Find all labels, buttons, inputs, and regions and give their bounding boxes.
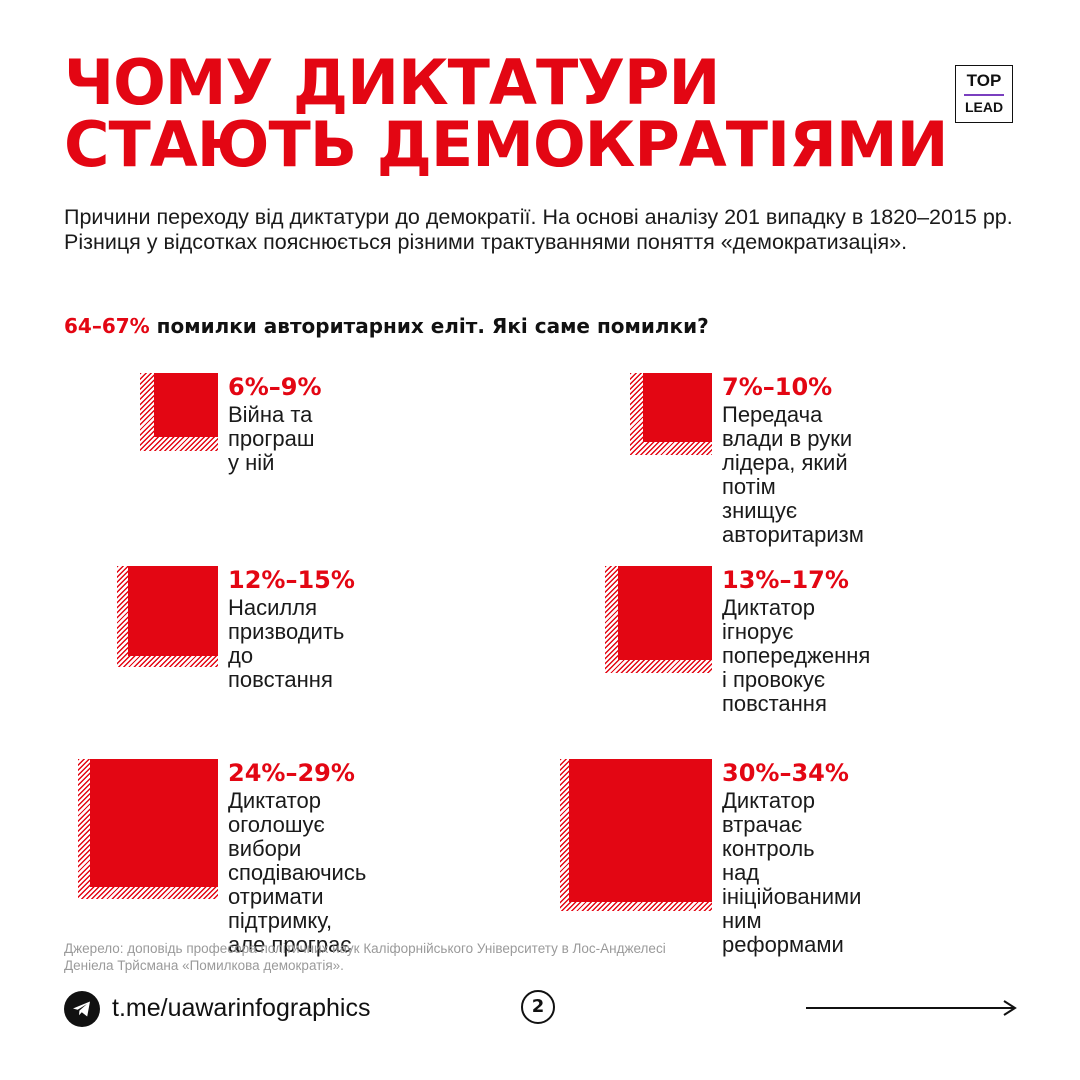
range-label: 24%–29%: [228, 759, 355, 787]
reason-label: Передача влади в руки лідера, який потім…: [722, 402, 864, 547]
intro-text: Причини переходу від диктатури до демокр…: [64, 205, 1013, 254]
reason-label: Диктатор оголошує вибори сподіваючись от…: [228, 788, 367, 957]
logo-bottom-text: LEAD: [964, 98, 1004, 115]
page-title: ЧОМУ ДИКТАТУРИ СТАЮТЬ ДЕМОКРАТІЯМИ: [64, 46, 948, 181]
subheading-percentage: 64–67%: [64, 314, 150, 338]
top-lead-logo: TOP LEAD: [955, 65, 1013, 123]
reason-label: Диктатор втрачає контроль над ініційован…: [722, 788, 862, 957]
title-line-1: ЧОМУ ДИКТАТУРИ: [64, 46, 720, 119]
section-subheading: 64–67% помилки авторитарних еліт. Які са…: [64, 313, 709, 339]
title-line-2: СТАЮТЬ ДЕМОКРАТІЯМИ: [64, 108, 948, 181]
lower-range-square: [154, 373, 218, 437]
source-note: Джерело: доповідь професора політичних н…: [64, 941, 666, 973]
page-number: 2: [521, 990, 555, 1024]
range-square: [78, 759, 218, 899]
lower-range-square: [569, 759, 712, 902]
range-square: [630, 373, 712, 455]
reason-label: Диктатор ігнорує попередження і провокує…: [722, 595, 871, 716]
lower-range-square: [90, 759, 218, 887]
subheading-text: помилки авторитарних еліт. Які саме поми…: [149, 314, 709, 338]
range-square: [605, 566, 712, 673]
range-label: 30%–34%: [722, 759, 849, 787]
range-square: [117, 566, 218, 667]
range-label: 13%–17%: [722, 566, 849, 594]
lower-range-square: [618, 566, 712, 660]
telegram-icon[interactable]: [64, 991, 100, 1027]
range-square: [560, 759, 712, 911]
logo-top-text: TOP: [966, 71, 1002, 90]
telegram-channel-link[interactable]: t.me/uawarinfographics: [112, 994, 371, 1022]
logo-divider: [964, 94, 1004, 96]
range-label: 7%–10%: [722, 373, 833, 401]
reason-label: Війна та програш у ній: [228, 402, 315, 475]
arrow-right-icon[interactable]: [806, 998, 1018, 1018]
reason-label: Насилля призводить до повстання: [228, 595, 345, 692]
lower-range-square: [128, 566, 218, 656]
lower-range-square: [643, 373, 712, 442]
range-square: [140, 373, 218, 451]
range-label: 6%–9%: [228, 373, 322, 401]
range-label: 12%–15%: [228, 566, 355, 594]
